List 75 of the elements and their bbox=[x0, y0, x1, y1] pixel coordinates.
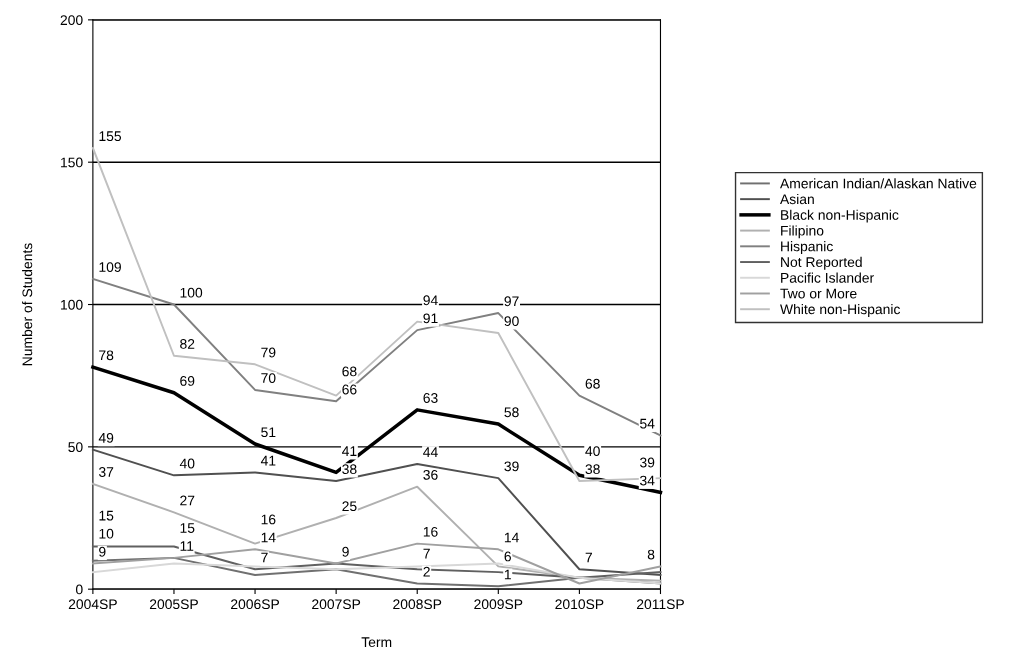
legend-label: White non-Hispanic bbox=[780, 304, 901, 317]
data-label: 38 bbox=[342, 464, 357, 475]
data-label: 27 bbox=[180, 495, 195, 506]
x-tick-label: 2008SP bbox=[393, 599, 442, 610]
data-label: 44 bbox=[423, 447, 438, 457]
data-label: 90 bbox=[504, 316, 519, 327]
data-label: 63 bbox=[423, 393, 438, 403]
data-label: 40 bbox=[585, 446, 600, 457]
data-label: 7 bbox=[423, 548, 430, 559]
data-label: 100 bbox=[180, 287, 203, 298]
data-label: 11 bbox=[180, 541, 194, 551]
data-label: 9 bbox=[342, 546, 349, 557]
data-label: 15 bbox=[180, 523, 195, 533]
data-label: 37 bbox=[98, 467, 114, 477]
data-label: 94 bbox=[423, 295, 438, 306]
x-tick-label: 2011SP bbox=[636, 599, 684, 610]
data-label: 68 bbox=[342, 366, 357, 377]
legend-label: Hispanic bbox=[781, 241, 833, 255]
data-label: 14 bbox=[504, 532, 519, 543]
data-label: 40 bbox=[179, 458, 195, 469]
x-tick-label: 2007SP bbox=[312, 599, 361, 610]
legend-label: Filipino bbox=[781, 225, 824, 239]
data-label: 58 bbox=[504, 407, 519, 418]
data-label: 16 bbox=[261, 514, 276, 525]
x-tick-label: 2006SP bbox=[231, 599, 280, 610]
data-label: 39 bbox=[640, 457, 655, 468]
data-label: 1 bbox=[504, 569, 511, 580]
data-label: 82 bbox=[180, 339, 195, 349]
legend-label: Not Reported bbox=[781, 256, 862, 270]
data-label: 79 bbox=[261, 347, 276, 358]
data-label: 66 bbox=[342, 384, 357, 395]
data-label: 2 bbox=[423, 566, 430, 577]
data-label: 10 bbox=[99, 528, 114, 539]
y-tick-label: 100 bbox=[61, 299, 83, 310]
y-tick-label: 200 bbox=[60, 15, 83, 26]
data-label: 36 bbox=[423, 469, 438, 480]
data-label: 54 bbox=[640, 418, 655, 429]
data-label: 51 bbox=[261, 427, 276, 438]
legend-label: Black non-Hispanic bbox=[781, 209, 899, 223]
data-label: 8 bbox=[647, 549, 655, 560]
data-label: 41 bbox=[260, 455, 276, 466]
data-label: 69 bbox=[180, 376, 195, 386]
y-tick-label: 50 bbox=[68, 442, 83, 453]
data-label: 7 bbox=[585, 552, 592, 563]
data-label: 15 bbox=[99, 510, 114, 521]
y-tick-label: 0 bbox=[75, 584, 83, 595]
data-label: 70 bbox=[261, 373, 276, 384]
x-axis-title: Term bbox=[361, 637, 392, 648]
data-label: 6 bbox=[504, 551, 511, 562]
legend-label: Asian bbox=[780, 193, 814, 205]
y-axis-title: Number of Students bbox=[22, 243, 33, 366]
data-label: 68 bbox=[585, 378, 600, 389]
x-tick-label: 2010SP bbox=[555, 599, 604, 610]
data-label: 25 bbox=[342, 501, 357, 512]
data-label: 97 bbox=[504, 296, 519, 307]
x-tick-label: 2004SP bbox=[68, 599, 117, 610]
data-label: 41 bbox=[342, 446, 357, 456]
data-label: 91 bbox=[423, 313, 438, 324]
data-label: 34 bbox=[640, 475, 655, 486]
data-label: 155 bbox=[99, 131, 122, 142]
x-tick-label: 2005SP bbox=[149, 599, 198, 610]
data-label: 16 bbox=[423, 526, 438, 537]
data-label: 49 bbox=[98, 432, 114, 443]
data-label: 38 bbox=[585, 464, 600, 475]
data-label: 7 bbox=[261, 552, 268, 563]
legend-label: Two or More bbox=[780, 288, 857, 299]
y-tick-label: 150 bbox=[61, 157, 83, 168]
data-label: 78 bbox=[99, 350, 114, 361]
data-label: 9 bbox=[99, 546, 106, 557]
legend-label: American Indian/Alaskan Native bbox=[780, 178, 977, 189]
data-label: 14 bbox=[261, 532, 276, 543]
x-tick-label: 2009SP bbox=[474, 599, 523, 610]
data-label: 39 bbox=[504, 461, 519, 472]
legend-label: Pacific Islander bbox=[781, 272, 874, 283]
data-label: 109 bbox=[99, 262, 121, 272]
